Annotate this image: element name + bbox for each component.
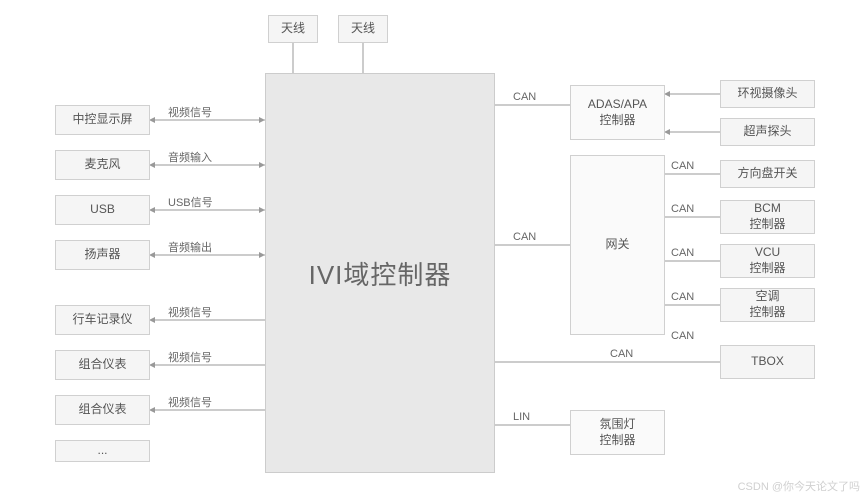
antenna-2: 天线 [338, 15, 388, 43]
left-node-l4: 扬声器 [55, 240, 150, 270]
r-edge-label-r3: CAN [671, 160, 694, 172]
right-node-r4: BCM控制器 [720, 200, 815, 234]
right-node-r3: 方向盘开关 [720, 160, 815, 188]
cr-edge-label-3: LIN [513, 411, 530, 423]
watermark: CSDN @你今天论文了吗 [738, 478, 860, 494]
left-node-l8: ... [55, 440, 150, 462]
left-node-l2: 麦克风 [55, 150, 150, 180]
r-edge-label-r7: CAN [671, 330, 694, 342]
left-node-l5: 行车记录仪 [55, 305, 150, 335]
cr-edge-label-2: CAN [610, 348, 633, 360]
r-edge-label-r6: CAN [671, 291, 694, 303]
left-edge-label-l4: 音频输出 [168, 239, 212, 255]
left-edge-label-l3: USB信号 [168, 194, 213, 210]
mid-node-atm: 氛围灯控制器 [570, 410, 665, 455]
left-node-l3: USB [55, 195, 150, 225]
antenna-1: 天线 [268, 15, 318, 43]
center-ivi-controller: IVI域控制器 [265, 73, 495, 473]
cr-edge-label-0: CAN [513, 91, 536, 103]
mid-node-gw: 网关 [570, 155, 665, 335]
cr-edge-label-1: CAN [513, 231, 536, 243]
left-edge-label-l5: 视频信号 [168, 304, 212, 320]
left-edge-label-l6: 视频信号 [168, 349, 212, 365]
left-edge-label-l1: 视频信号 [168, 104, 212, 120]
right-node-r2: 超声探头 [720, 118, 815, 146]
r-edge-label-r5: CAN [671, 247, 694, 259]
mid-node-adas: ADAS/APA控制器 [570, 85, 665, 140]
left-edge-label-l2: 音频输入 [168, 149, 212, 165]
right-node-r5: VCU控制器 [720, 244, 815, 278]
left-node-l7: 组合仪表 [55, 395, 150, 425]
r-edge-label-r4: CAN [671, 203, 694, 215]
left-node-l1: 中控显示屏 [55, 105, 150, 135]
right-node-r6: 空调控制器 [720, 288, 815, 322]
left-node-l6: 组合仪表 [55, 350, 150, 380]
left-edge-label-l7: 视频信号 [168, 394, 212, 410]
right-node-r1: 环视摄像头 [720, 80, 815, 108]
right-node-r7: TBOX [720, 345, 815, 379]
